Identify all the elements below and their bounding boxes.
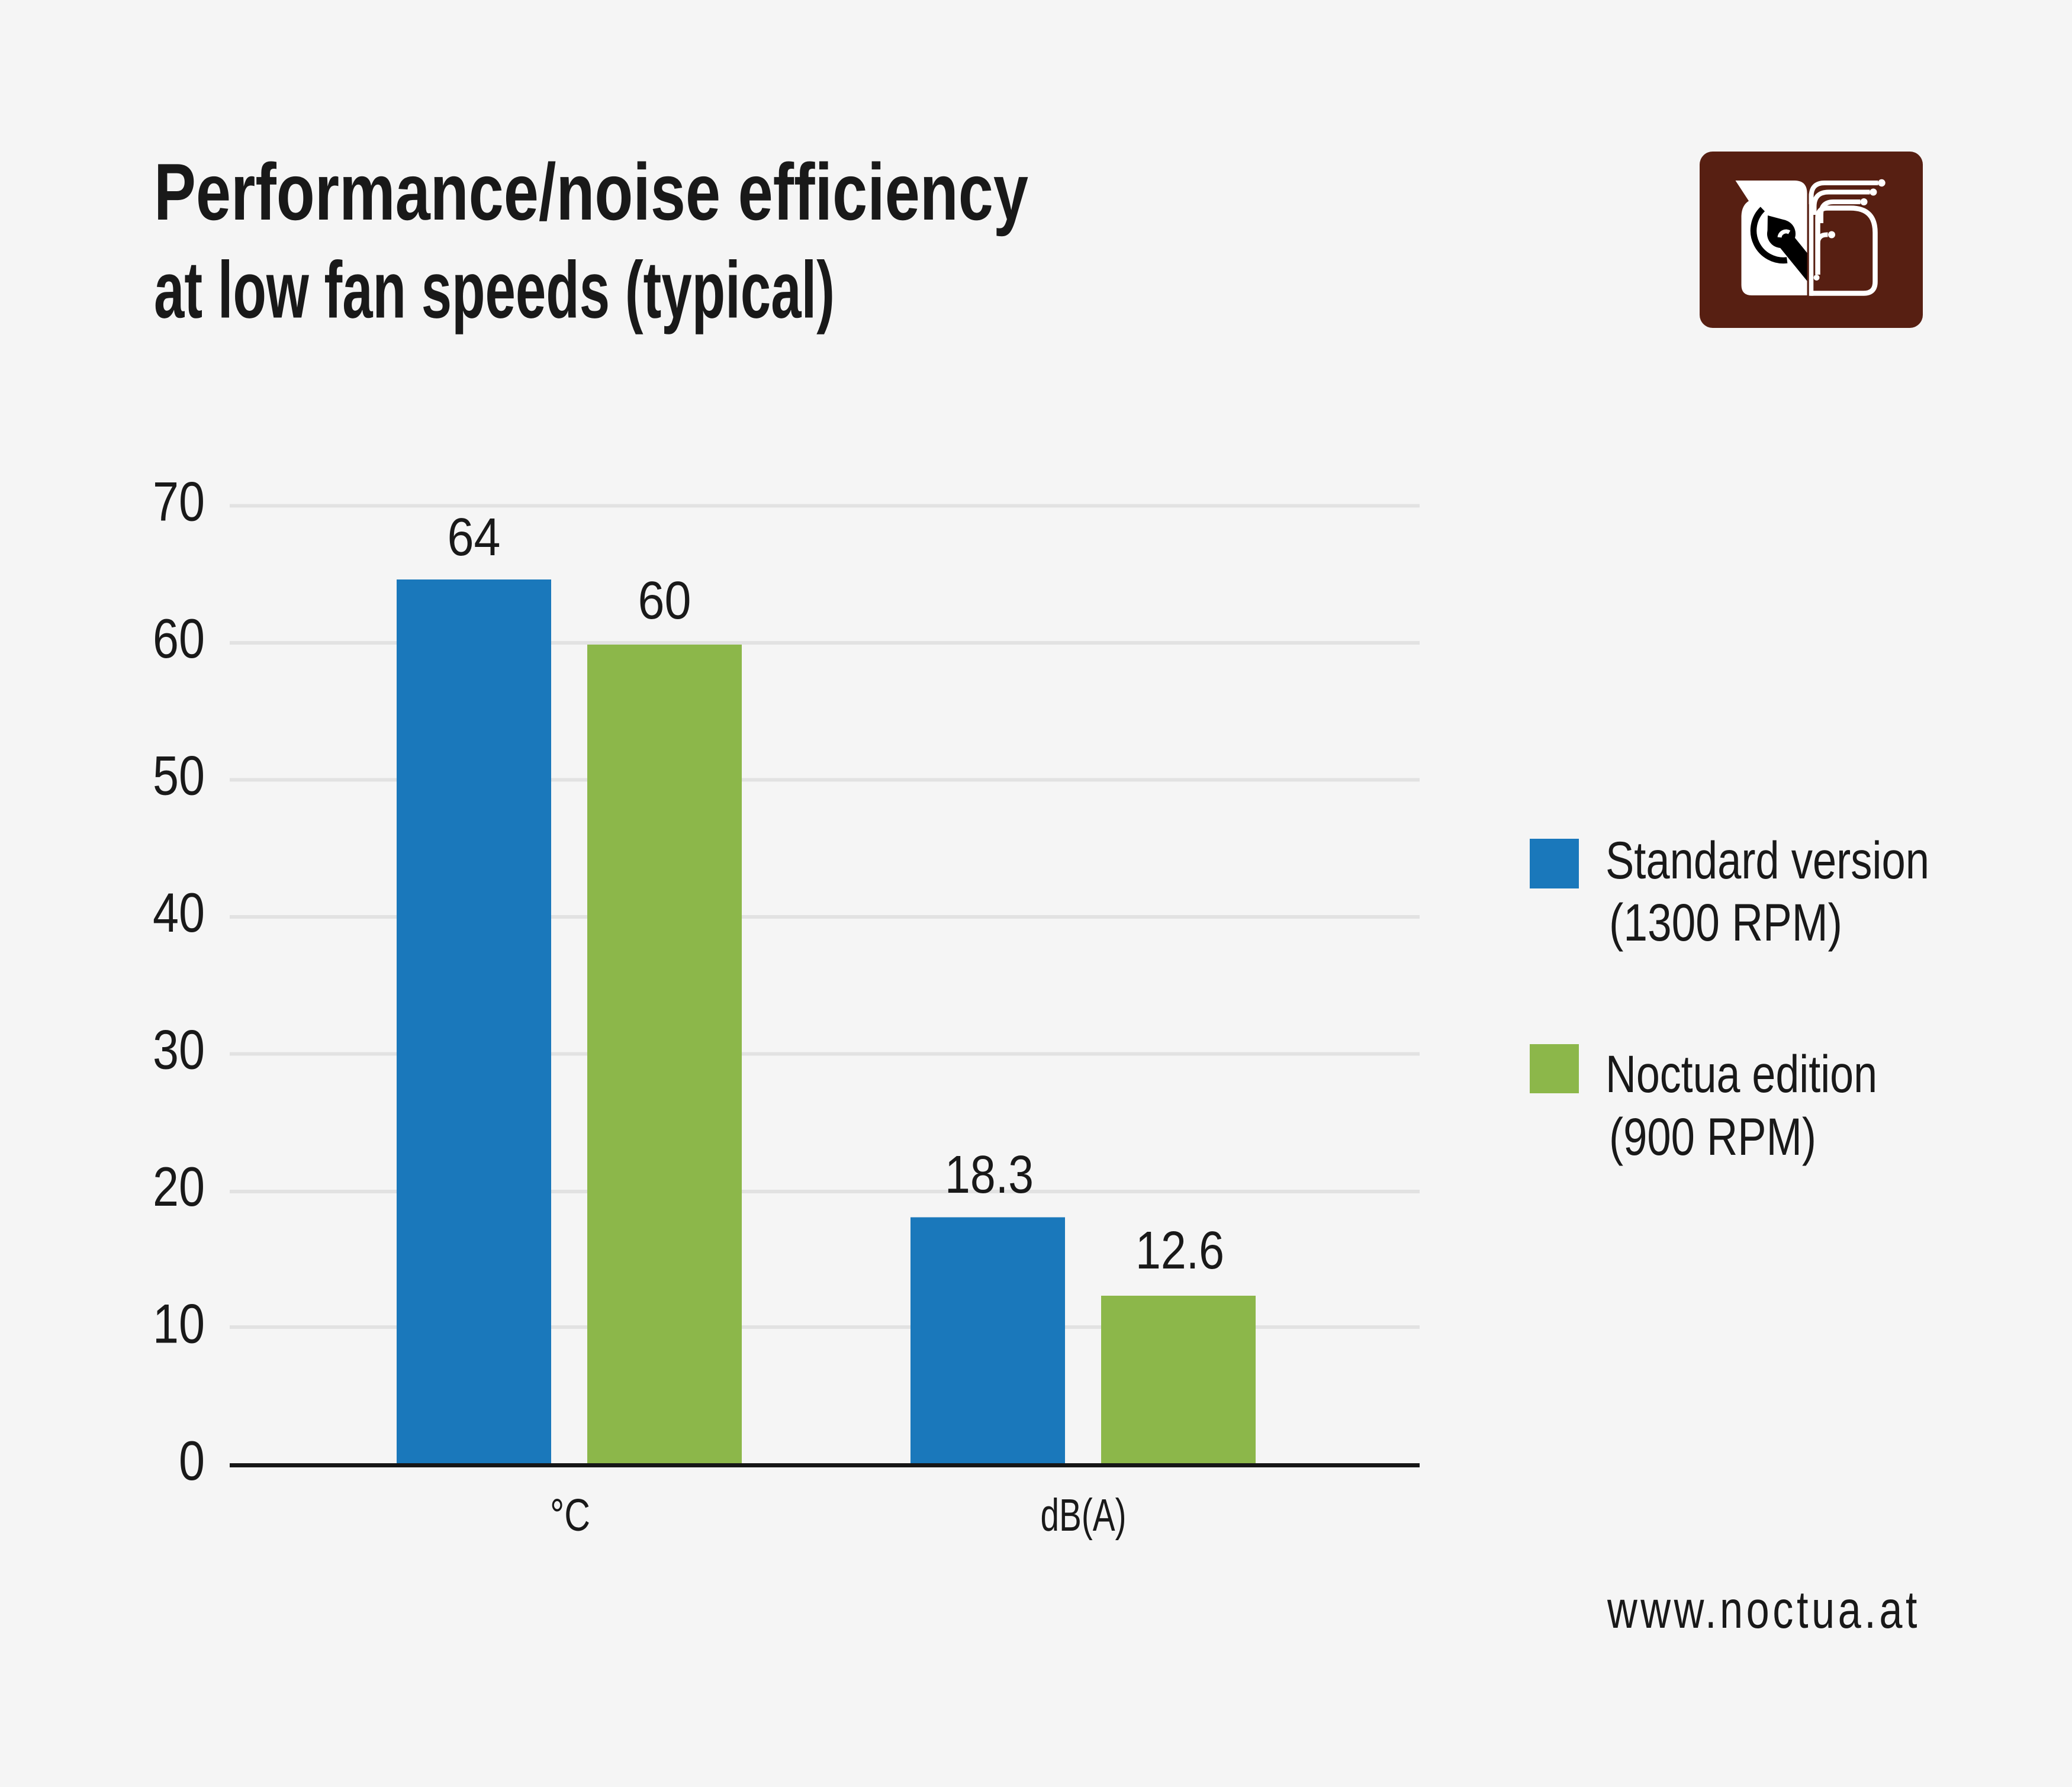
svg-text:°C: °C [550, 1490, 590, 1541]
svg-text:50: 50 [153, 745, 205, 807]
svg-text:at low fan speeds (typical): at low fan speeds (typical) [154, 245, 835, 335]
svg-text:20: 20 [153, 1155, 205, 1218]
svg-text:Noctua edition: Noctua edition [1606, 1044, 1877, 1103]
svg-text:70: 70 [153, 471, 205, 533]
svg-text:64: 64 [448, 508, 501, 567]
svg-text:60: 60 [153, 607, 205, 669]
svg-text:18.3: 18.3 [945, 1145, 1034, 1205]
svg-text:(900 RPM): (900 RPM) [1609, 1107, 1816, 1166]
svg-text:Standard version: Standard version [1606, 830, 1929, 890]
svg-text:10: 10 [153, 1293, 205, 1355]
svg-text:dB(A): dB(A) [1041, 1490, 1127, 1541]
svg-text:30: 30 [153, 1019, 205, 1081]
svg-text:40: 40 [153, 881, 205, 944]
svg-text:12.6: 12.6 [1135, 1221, 1224, 1280]
svg-text:www.noctua.at: www.noctua.at [1607, 1580, 1920, 1639]
svg-text:0: 0 [179, 1429, 205, 1492]
svg-text:60: 60 [638, 571, 691, 630]
svg-text:Performance/noise efficiency: Performance/noise efficiency [154, 147, 1028, 237]
svg-text:(1300 RPM): (1300 RPM) [1609, 893, 1842, 952]
